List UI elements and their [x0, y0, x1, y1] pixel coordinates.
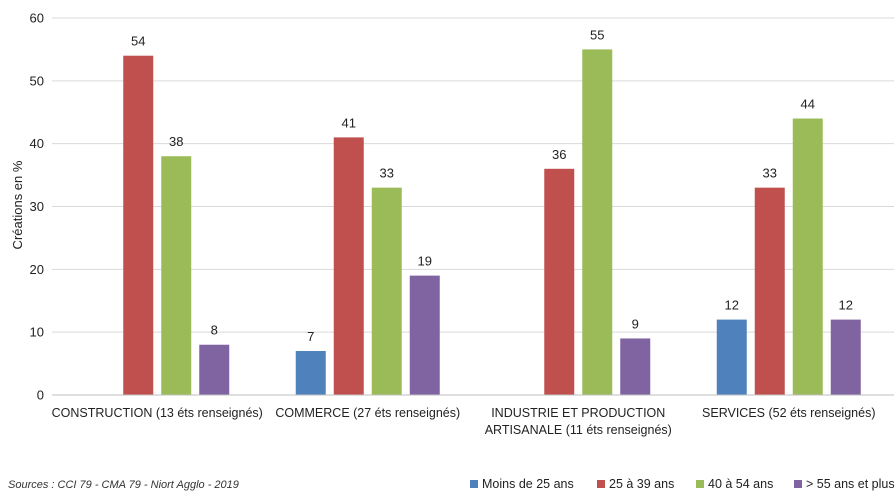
- bar: [123, 55, 154, 395]
- data-label: 38: [169, 134, 183, 149]
- legend-label: Moins de 25 ans: [482, 477, 574, 491]
- y-tick-label: 20: [30, 262, 44, 277]
- data-label: 19: [418, 254, 432, 269]
- legend-swatch: [794, 480, 802, 488]
- x-category-label: COMMERCE (27 éts renseignés): [275, 406, 460, 420]
- gridlines: [52, 17, 894, 333]
- bar: [199, 344, 230, 395]
- bar: [333, 137, 364, 395]
- data-label: 33: [380, 166, 394, 181]
- x-category-label: CONSTRUCTION (13 éts renseignés): [52, 406, 263, 420]
- bar: [161, 156, 192, 395]
- legend-swatch: [696, 480, 704, 488]
- data-labels: 54 38 8 7 41 33 19 36 55 9 12 33 44 12: [131, 27, 853, 344]
- y-axis-ticks: 0 10 20 30 40 50 60: [30, 11, 44, 403]
- legend: Moins de 25 ans 25 à 39 ans 40 à 54 ans > 5…: [470, 477, 894, 491]
- y-tick-label: 30: [30, 199, 44, 214]
- data-label: 12: [839, 298, 853, 313]
- bar: [544, 168, 575, 395]
- y-tick-label: 40: [30, 136, 44, 151]
- bar: [371, 187, 402, 395]
- data-label: 36: [552, 147, 566, 162]
- bar: [792, 118, 823, 396]
- data-label: 9: [632, 316, 639, 331]
- data-label: 41: [342, 115, 356, 130]
- bar: [295, 351, 326, 395]
- legend-label: > 55 ans et plus: [806, 477, 894, 491]
- bar: [582, 49, 613, 396]
- legend-swatch: [597, 480, 605, 488]
- data-label: 55: [590, 27, 604, 42]
- legend-swatch: [470, 480, 478, 488]
- y-tick-label: 50: [30, 73, 44, 88]
- y-tick-label: 10: [30, 325, 44, 340]
- data-label: 33: [763, 166, 777, 181]
- data-label: 8: [211, 323, 218, 338]
- bars: [123, 49, 861, 396]
- data-label: 7: [307, 329, 314, 344]
- x-category-label: ARTISANALE (11 éts renseignés): [485, 423, 672, 437]
- data-label: 44: [801, 97, 815, 112]
- data-label: 12: [725, 298, 739, 313]
- x-category-label: SERVICES (52 éts renseignés): [702, 406, 875, 420]
- source-note: Sources : CCI 79 - CMA 79 - Niort Agglo …: [8, 479, 239, 491]
- bar: [830, 319, 861, 395]
- data-label: 54: [131, 34, 145, 49]
- legend-label: 40 à 54 ans: [708, 477, 773, 491]
- y-axis-label: Créations en %: [10, 160, 25, 249]
- y-tick-label: 0: [37, 388, 44, 403]
- bar: [716, 319, 747, 395]
- x-axis-categories: CONSTRUCTION (13 éts renseignés) COMMERCE…: [52, 406, 876, 437]
- y-tick-label: 60: [30, 11, 44, 26]
- bar: [754, 187, 785, 395]
- legend-label: 25 à 39 ans: [609, 477, 674, 491]
- x-category-label: INDUSTRIE ET PRODUCTION: [491, 406, 665, 420]
- bar: [409, 275, 440, 395]
- bar: [620, 338, 651, 395]
